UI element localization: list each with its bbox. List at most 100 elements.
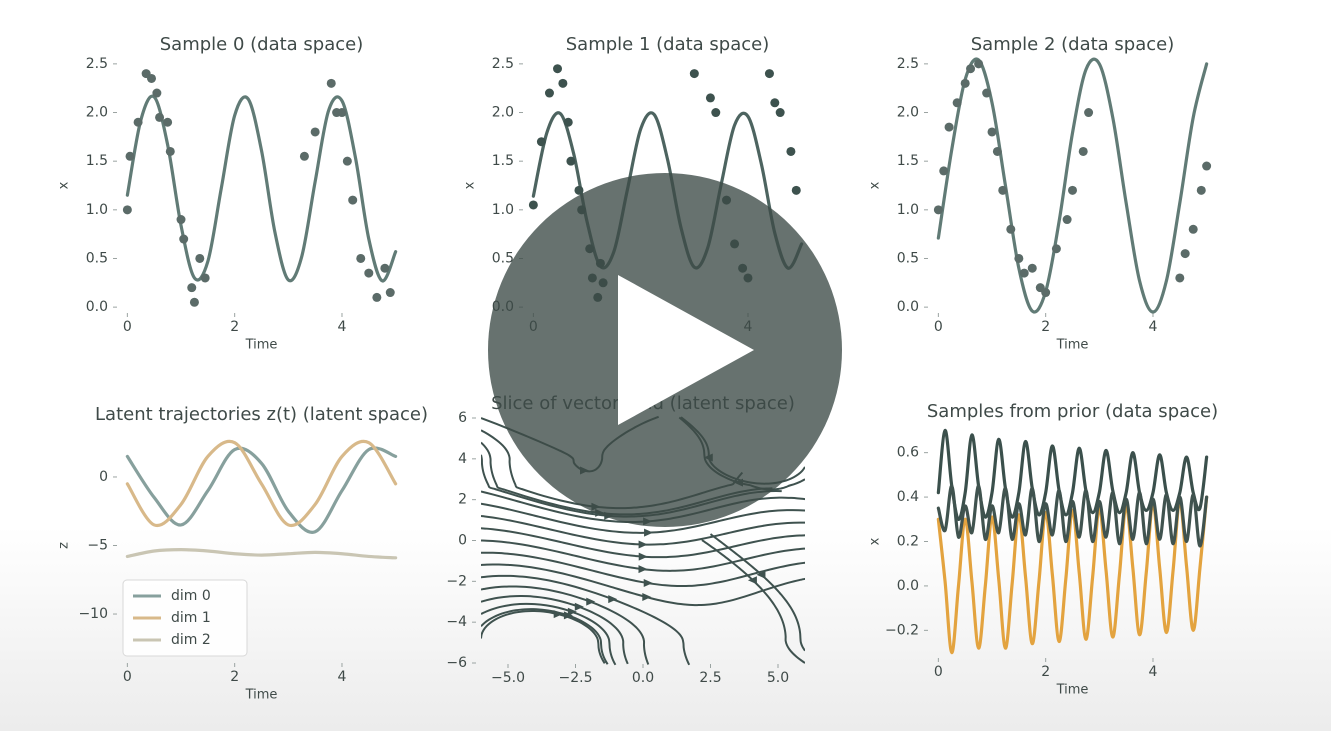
observation-point [558,78,568,88]
play-icon[interactable] [488,173,842,527]
observation-point [966,64,976,74]
streamline [701,539,805,664]
x-tick-label: 2 [1041,319,1050,335]
y-tick-label: 0.2 [897,534,919,550]
stream-arrow [638,565,648,574]
legend-box [122,579,248,657]
legend: dim 0 dim 1 dim 2 [122,579,248,657]
y-tick-label: 0.0 [897,578,919,594]
observation-point [342,156,352,166]
y-tick-label: 0.0 [86,299,108,315]
stream-arrow [644,528,654,537]
subplot: Sample 2 (data space) Time x 0 2 4 0.0 0.5 1.0 1.… [868,34,1212,353]
y-tick-label: 2 [458,492,467,508]
observation-point [689,69,699,79]
x-axis-label: Time [1056,338,1089,353]
series-line [125,548,398,560]
x-tick-label: −5.0 [491,670,525,686]
y-tick-label: 1.0 [86,202,108,218]
observation-point [1084,108,1094,118]
y-tick-label: 0.5 [86,250,108,266]
observation-point [1068,185,1077,195]
observation-point [770,98,780,108]
observation-point [987,127,997,137]
observation-point [764,69,774,79]
subplot: Latent trajectories z(t) (latent space) T… [57,404,428,703]
subplot-title: Latent trajectories z(t) (latent space) [95,404,428,425]
y-tick-label: 0 [458,533,467,549]
y-tick-label: 1.5 [492,153,514,169]
y-tick-label: 0 [99,469,108,485]
observation-point [939,166,949,176]
observation-point [1062,215,1072,225]
x-tick-label: 0 [123,319,132,335]
observation-point [1014,253,1024,263]
y-tick-label: −2 [446,573,467,589]
y-axis-label: x [868,181,883,189]
play-triangle[interactable] [618,275,754,425]
observation-point [356,253,366,263]
observation-point [775,108,785,118]
stream-arrow [642,593,652,602]
observation-point [992,146,1002,156]
stream-arrow [608,595,618,604]
subplot-title: Samples from prior (data space) [927,401,1218,422]
observation-point [165,146,175,156]
plot-area [936,428,1209,655]
observation-point [152,88,162,98]
observation-point [133,117,143,127]
observation-point [1078,146,1088,156]
y-tick-label: 2.5 [86,56,108,72]
observation-point [125,151,135,161]
legend-label: dim 1 [171,610,211,626]
y-tick-label: 6 [458,410,467,426]
subplot-title: Sample 1 (data space) [566,34,770,55]
observation-point [200,273,210,283]
x-tick-label: 0 [934,664,943,680]
observation-point [155,112,165,122]
x-tick-label: 2.5 [699,670,721,686]
y-tick-label: −5 [87,538,108,554]
observation-point [944,122,954,132]
observation-point [536,137,546,147]
observation-point [385,288,395,298]
observation-point [163,117,173,127]
x-tick-label: 4 [338,319,347,335]
observation-point [553,64,563,74]
stream-arrow [747,576,757,585]
observation-point [348,195,358,205]
observation-point [563,117,573,127]
observation-point [189,297,199,307]
y-axis-label: z [57,542,72,549]
series-line [125,94,398,283]
y-tick-label: 0.5 [492,250,514,266]
observation-point [187,283,197,293]
stream-arrow [756,570,766,579]
observation-point [711,108,721,118]
x-axis-label: Time [1056,683,1089,698]
observation-point [566,156,576,166]
observation-point [528,200,538,210]
observation-point [1196,185,1206,195]
observation-point [1051,244,1061,254]
plot-area [933,57,1212,314]
y-tick-label: −4 [446,614,467,630]
streamline [481,574,691,666]
observation-point [326,78,336,88]
x-tick-label: 2 [230,319,239,335]
observation-point [372,292,382,302]
observation-point [998,185,1008,195]
play-button[interactable] [488,173,842,527]
y-tick-label: 2.0 [897,105,919,121]
y-tick-label: −10 [78,606,108,622]
subplot: Sample 0 (data space) Time x 0 2 4 0.0 0.5 1.0 1.… [57,34,398,353]
observation-point [299,151,309,161]
y-tick-label: 0.0 [897,299,919,315]
observation-point [982,88,992,98]
series-line [125,439,398,528]
stream-arrow [586,597,596,606]
y-tick-label: 0.5 [897,250,919,266]
y-tick-label: 0.6 [897,445,919,461]
x-axis-label: Time [245,688,278,703]
stream-arrow [638,552,648,561]
